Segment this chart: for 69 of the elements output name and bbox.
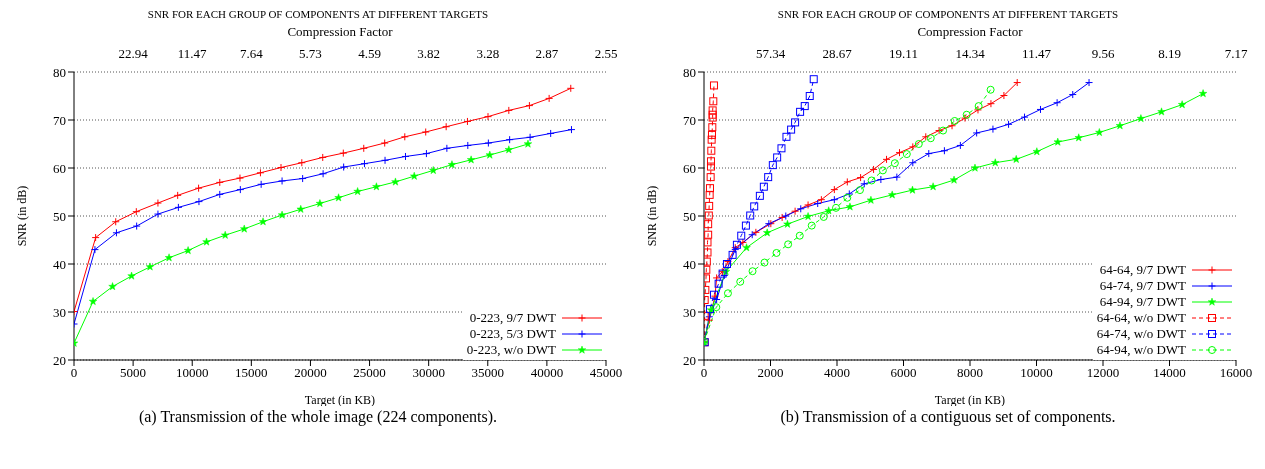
text: 8.19 [1158,46,1181,62]
x-tick-label: 40000 [530,365,564,381]
legend-label: 64-94, w/o DWT [1096,342,1186,358]
x-tick-label: 35000 [471,365,505,381]
x-tick-label: 4000 [824,365,850,381]
x-axis-title: Target (in KB) [304,393,376,407]
x-tick-label: 12000 [1086,365,1120,381]
x-tick-label: 0 [70,365,78,381]
x2-axis-title: Compression Factor [286,24,394,40]
legend-label: 0-223, w/o DWT [466,342,556,358]
legend-label: 64-74, w/o DWT [1096,326,1186,342]
legend-label: 64-74, 9/7 DWT [1099,278,1186,294]
y-axis-title: SNR (in dB) [645,185,660,247]
text: 14.34 [955,46,985,62]
y-tick-label: 50 [53,208,66,224]
y-tick-label: 40 [683,256,696,272]
legend-label: 64-64, w/o DWT [1096,310,1186,326]
y-tick-label: 20 [683,352,696,368]
y-tick-label: 20 [53,352,66,368]
y-tick-label: 40 [53,256,66,272]
x-tick-label: 30000 [412,365,445,381]
text: (a) Transmission of the whole image (224 components). [137,408,499,426]
legend-label: 0-223, 9/7 DWT [469,310,556,326]
text: 57.34 [755,46,786,62]
x-tick-label: 25000 [353,365,386,381]
text: 28.67 [822,46,852,62]
y-tick-label: 50 [683,208,696,224]
text: 2.55 [594,46,618,62]
x-axis-title: Target (in KB) [934,393,1006,407]
x-tick-label: 10000 [1020,365,1053,381]
text: 7.17 [1224,46,1248,62]
chart-title: SNR FOR EACH GROUP OF COMPONENTS AT DIFFERENT TARGETS [776,8,1120,22]
text: 11.47 [1022,46,1051,62]
text: 2.87 [535,46,559,62]
y-axis-title: SNR (in dB) [15,185,30,247]
x-tick-label: 8000 [957,365,983,381]
text: 7.64 [239,46,263,62]
x-tick-label: 14000 [1153,365,1186,381]
legend-label: 64-64, 9/7 DWT [1099,262,1186,278]
text: 4.59 [358,46,381,62]
x-tick-label: 10000 [175,365,209,381]
x-tick-label: 0 [700,365,708,381]
x-tick-label: 16000 [1219,365,1253,381]
text: 3.28 [476,46,500,62]
text: (b) Transmission of a contiguous set of components. [779,408,1117,426]
y-tick-label: 80 [53,64,66,80]
y-tick-label: 60 [683,160,696,176]
x-tick-label: 45000 [589,365,623,381]
legend-label: 0-223, 5/3 DWT [469,326,556,342]
x-tick-label: 2000 [757,365,784,381]
x-tick-label: 5000 [120,365,147,381]
x2-axis-title: Compression Factor [916,24,1024,40]
text: 11.47 [177,46,207,62]
x-tick-label: 6000 [890,365,917,381]
x-tick-label: 15000 [235,365,268,381]
text: 22.94 [118,46,148,62]
y-tick-label: 60 [53,160,66,176]
x-tick-label: 20000 [294,365,327,381]
y-tick-label: 80 [683,64,696,80]
legend-label: 64-94, 9/7 DWT [1099,294,1186,310]
text: 5.73 [299,46,322,62]
y-tick-label: 30 [683,304,696,320]
text: 3.82 [417,46,441,62]
y-tick-label: 70 [53,112,66,128]
chart-title: SNR FOR EACH GROUP OF COMPONENTS AT DIFFERENT TARGETS [146,8,490,22]
text: 9.56 [1091,46,1115,62]
text: 19.11 [889,46,918,62]
y-tick-label: 30 [53,304,66,320]
y-tick-label: 70 [683,112,696,128]
